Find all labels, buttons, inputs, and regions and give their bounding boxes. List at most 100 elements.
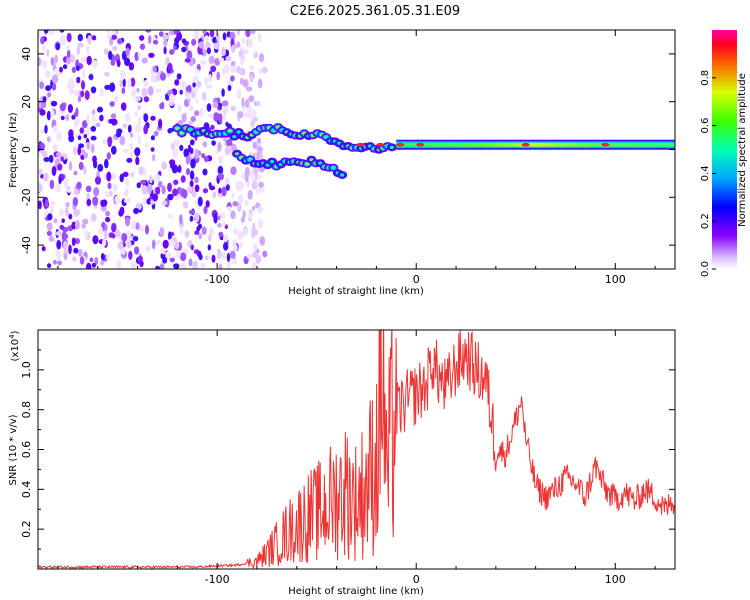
snr-y-tick-label: 0.6: [20, 441, 33, 459]
noise-blob: [105, 216, 111, 223]
figure-title: C2E6.2025.361.05.31.E09: [290, 4, 460, 19]
noise-blob: [106, 171, 112, 182]
noise-blob: [194, 87, 199, 93]
noise-blob: [112, 46, 118, 51]
noise-blob: [86, 198, 92, 207]
noise-blob: [150, 73, 156, 84]
noise-blob: [76, 76, 81, 84]
spectrogram-y-tick-label: 40: [20, 47, 33, 61]
noise-blob: [122, 123, 128, 128]
noise-blob: [221, 88, 225, 97]
noise-blob: [188, 258, 193, 267]
noise-blob: [145, 224, 149, 235]
noise-blob: [184, 230, 190, 238]
lower-branch-core: [305, 162, 310, 166]
noise-blob: [198, 108, 204, 117]
noise-blob: [86, 142, 91, 150]
noise-blob: [125, 177, 130, 188]
noise-blob: [71, 237, 76, 246]
noise-blob: [161, 161, 168, 170]
noise-blob: [186, 168, 190, 176]
noise-blob: [217, 165, 224, 175]
noise-blob: [121, 87, 126, 94]
noise-blob: [77, 33, 84, 42]
noise-blob: [179, 214, 183, 225]
noise-blob: [195, 69, 200, 74]
noise-blob: [145, 245, 151, 253]
noise-blob: [183, 148, 190, 158]
noise-blob: [195, 98, 199, 104]
noise-blob: [155, 186, 161, 195]
noise-blob: [189, 147, 194, 155]
noise-blob: [121, 232, 128, 243]
noise-blob: [124, 216, 131, 227]
noise-blob: [162, 34, 169, 41]
noise-blob: [114, 195, 121, 205]
noise-blob: [167, 128, 174, 133]
noise-blob: [236, 89, 242, 100]
noise-blob: [111, 172, 117, 180]
noise-blob: [76, 181, 82, 190]
noise-blob: [162, 256, 168, 264]
noise-blob: [88, 74, 94, 80]
noise-blob: [112, 183, 118, 192]
noise-blob: [189, 180, 194, 188]
lower-branch-core: [248, 157, 253, 162]
noise-blob: [46, 230, 53, 237]
snr-x-tick-label: 100: [605, 573, 626, 586]
noise-blob: [174, 241, 180, 250]
upper-branch-core: [236, 130, 241, 134]
noise-blob: [168, 238, 175, 244]
noise-blob: [38, 30, 42, 39]
noise-blob: [46, 263, 52, 268]
noise-blob: [206, 103, 212, 112]
noise-blob: [223, 64, 231, 74]
band-hotspot: [356, 142, 365, 147]
noise-blob: [100, 253, 105, 261]
spectrogram-panel: -100 0 100 -40 -20 0 20 40 Height of straight l…: [8, 29, 676, 297]
noise-blob: [134, 110, 138, 118]
noise-blob: [50, 57, 54, 66]
spectrogram-y-label: Frequency (Hz): [8, 112, 19, 188]
snr-ticks: -100 0 100 0.2 0.4 0.6 0.8 1.0: [20, 330, 675, 586]
noise-blob: [59, 208, 64, 217]
noise-blob: [204, 76, 208, 86]
noise-blob: [46, 136, 51, 143]
snr-y-tick-label: 0.2: [20, 520, 33, 538]
noise-blob: [120, 102, 127, 111]
noise-blob: [59, 66, 63, 73]
noise-blob: [147, 86, 154, 96]
noise-blob: [169, 257, 175, 263]
noise-blob: [57, 163, 63, 171]
noise-blob: [181, 38, 187, 44]
noise-blob: [208, 234, 212, 242]
band-hotspot: [521, 142, 530, 147]
noise-blob: [247, 112, 253, 119]
noise-blob: [61, 218, 65, 223]
noise-blob: [223, 234, 228, 243]
noise-blob: [107, 34, 112, 39]
noise-blob: [75, 117, 80, 127]
noise-blob: [122, 78, 126, 88]
noise-blob: [50, 100, 58, 107]
noise-blob: [143, 124, 149, 135]
noise-blob: [231, 143, 237, 152]
noise-blob: [52, 125, 58, 132]
noise-blob: [102, 139, 107, 145]
noise-blob: [72, 256, 77, 262]
noise-blob: [198, 232, 203, 240]
noise-blob: [152, 193, 159, 202]
noise-blob: [179, 144, 184, 151]
noise-blob: [141, 57, 148, 64]
noise-blob: [39, 109, 46, 116]
noise-blob: [123, 148, 129, 153]
noise-blob: [194, 149, 199, 160]
noise-blob: [223, 242, 229, 251]
noise-blob: [194, 212, 200, 223]
noise-blob: [240, 56, 244, 66]
spectrogram-x-tick-label: 100: [605, 273, 626, 286]
band-hotspot: [601, 142, 610, 147]
noise-blob: [63, 180, 69, 190]
noise-blob: [258, 181, 264, 189]
noise-blob: [232, 260, 238, 265]
